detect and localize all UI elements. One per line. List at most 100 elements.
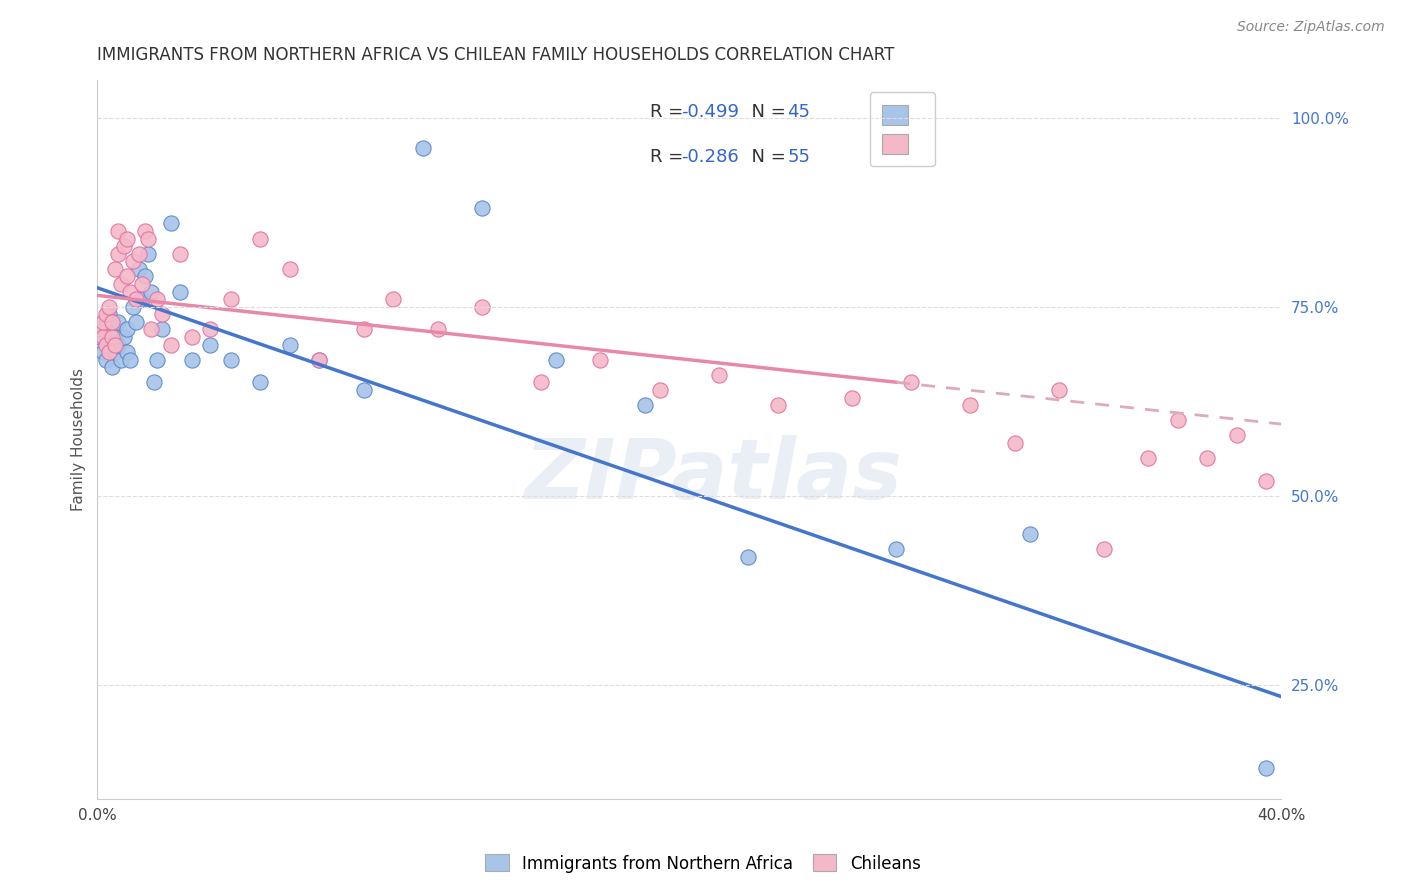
Text: ZIPatlas: ZIPatlas [524, 434, 901, 516]
Point [121, 300, 143, 314]
Point [249, 376, 271, 390]
Point [101, 360, 124, 375]
Point [145, 292, 167, 306]
Point [471, 202, 494, 216]
Point [98, 307, 121, 321]
Point [91, 322, 114, 336]
Point [110, 352, 132, 367]
Point [169, 285, 191, 299]
Point [160, 337, 183, 351]
Point [104, 337, 127, 351]
Text: Source: ZipAtlas.com: Source: ZipAtlas.com [1237, 20, 1385, 34]
Point [841, 391, 863, 405]
Point [139, 322, 162, 336]
Point [115, 269, 138, 284]
Point [98, 300, 121, 314]
Point [152, 307, 174, 321]
Point [1004, 436, 1026, 450]
Point [959, 398, 981, 412]
Point [107, 224, 129, 238]
Point [118, 285, 141, 299]
Point [900, 376, 922, 390]
Point [131, 292, 153, 306]
Point [91, 345, 114, 359]
Point [139, 285, 162, 299]
Point [128, 261, 150, 276]
Point [181, 352, 204, 367]
Point [112, 330, 135, 344]
Point [181, 330, 204, 344]
Point [101, 322, 124, 336]
Point [160, 217, 183, 231]
Point [1136, 451, 1159, 466]
Point [219, 292, 242, 306]
Point [134, 224, 156, 238]
Point [1197, 451, 1219, 466]
Point [308, 352, 330, 367]
Point [353, 322, 375, 336]
Point [589, 352, 612, 367]
Point [91, 330, 114, 344]
Point [121, 254, 143, 268]
Text: N =: N = [740, 103, 792, 121]
Point [634, 398, 657, 412]
Point [136, 232, 159, 246]
Point [145, 352, 167, 367]
Point [169, 246, 191, 260]
Point [1047, 383, 1070, 397]
Point [125, 315, 148, 329]
Point [426, 322, 449, 336]
Text: IMMIGRANTS FROM NORTHERN AFRICA VS CHILEAN FAMILY HOUSEHOLDS CORRELATION CHART: IMMIGRANTS FROM NORTHERN AFRICA VS CHILE… [97, 46, 894, 64]
Text: R =: R = [650, 147, 689, 166]
Point [1166, 413, 1188, 427]
Point [1256, 474, 1278, 488]
Point [104, 261, 127, 276]
Point [107, 246, 129, 260]
Point [308, 352, 330, 367]
Point [152, 322, 174, 336]
Text: -0.499: -0.499 [681, 103, 740, 121]
Point [101, 315, 124, 329]
Point [648, 383, 671, 397]
Point [107, 315, 129, 329]
Point [98, 345, 121, 359]
Point [1092, 541, 1115, 556]
Point [278, 261, 301, 276]
Text: N =: N = [740, 147, 792, 166]
Point [104, 330, 127, 344]
Text: 45: 45 [787, 103, 810, 121]
Y-axis label: Family Households: Family Households [72, 368, 86, 511]
Point [91, 315, 114, 329]
Text: -0.286: -0.286 [681, 147, 738, 166]
Point [544, 352, 567, 367]
Point [115, 345, 138, 359]
Point [219, 352, 242, 367]
Point [104, 345, 127, 359]
Point [118, 352, 141, 367]
Point [115, 232, 138, 246]
Point [110, 277, 132, 291]
Point [96, 337, 118, 351]
Point [136, 246, 159, 260]
Point [530, 376, 553, 390]
Text: 55: 55 [787, 147, 810, 166]
Point [89, 322, 111, 336]
Point [96, 352, 118, 367]
Point [98, 337, 121, 351]
Point [112, 239, 135, 253]
Point [101, 330, 124, 344]
Point [198, 322, 221, 336]
Point [382, 292, 405, 306]
Point [198, 337, 221, 351]
Legend: Immigrants from Northern Africa, Chileans: Immigrants from Northern Africa, Chilean… [478, 847, 928, 880]
Point [737, 549, 759, 564]
Point [249, 232, 271, 246]
Point [1226, 428, 1249, 442]
Point [89, 330, 111, 344]
Point [128, 246, 150, 260]
Point [1256, 762, 1278, 776]
Point [125, 292, 148, 306]
Point [107, 337, 129, 351]
Point [131, 277, 153, 291]
Point [142, 376, 165, 390]
